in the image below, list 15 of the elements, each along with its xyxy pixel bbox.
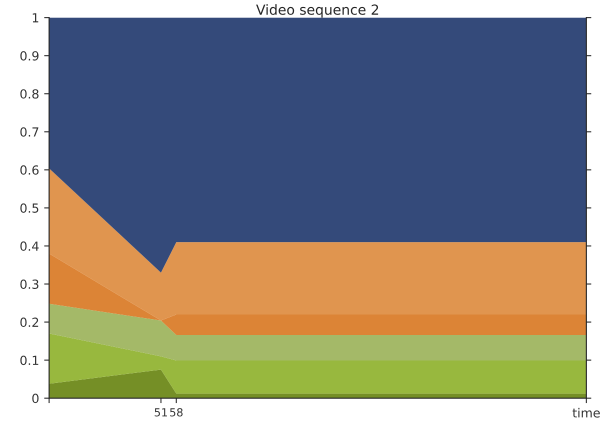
y-tick-label: 0.8 [20,89,39,99]
x-tick-label: 58 [170,408,183,417]
y-tick-label: 0.2 [20,318,38,328]
chart-title: Video sequence 2 [256,4,378,18]
y-tick-label: 1 [32,13,38,22]
y-tick-label: 0.6 [20,165,39,175]
y-tick-label: 0.4 [20,241,39,251]
x-tick-label: 51 [154,408,167,417]
y-tick-label: 0.3 [20,279,38,289]
y-tick-label: 0.7 [20,127,38,137]
y-tick-label: 0 [32,394,39,404]
y-tick-label: 0.1 [20,356,38,366]
y-tick-label: 0.5 [20,203,38,213]
y-tick-label: 0.9 [20,51,39,61]
x-tick-label: time [572,408,600,418]
